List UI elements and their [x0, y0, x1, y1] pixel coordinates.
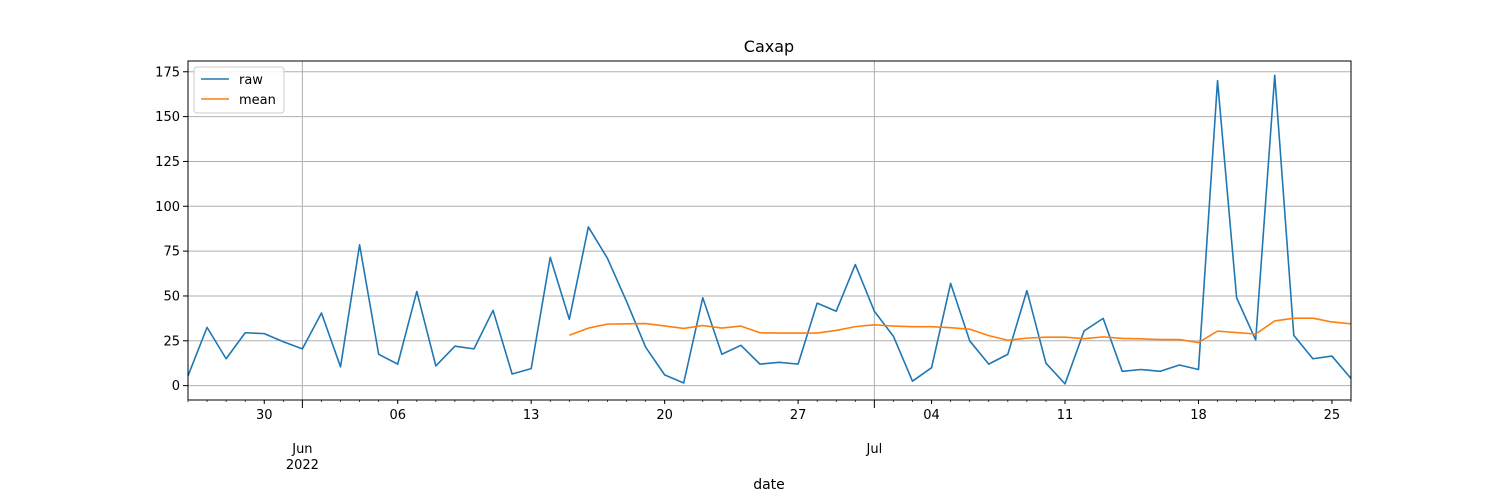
x-axis-label: date — [753, 477, 785, 493]
series-layer — [187, 74, 1352, 385]
x-tick-label: 18 — [1190, 408, 1207, 423]
plot-frame — [187, 60, 1352, 401]
y-tick-label: 25 — [163, 334, 180, 349]
y-tick-label: 0 — [172, 379, 180, 394]
x-tick-label: 20 — [656, 408, 673, 423]
y-tick-label: 50 — [163, 289, 180, 304]
x-tick-label: 25 — [1324, 408, 1341, 423]
series-line-raw — [187, 74, 1352, 385]
y-tick-label: 150 — [155, 110, 180, 125]
legend-label-raw: raw — [239, 73, 263, 88]
x-tick-label: 13 — [523, 408, 540, 423]
x-tick-label: 27 — [790, 408, 807, 423]
y-tick-label: 175 — [155, 65, 180, 80]
y-tick-label: 100 — [155, 200, 180, 215]
legend: raw mean — [193, 66, 285, 114]
legend-label-mean: mean — [239, 93, 276, 108]
y-axis: 0 25 50 75 100 125 150 175 — [155, 65, 188, 394]
x-tick-label: 04 — [923, 408, 940, 423]
grid-lines — [188, 61, 1351, 400]
chart-title: Сахар — [744, 37, 794, 56]
x-major-tick-label: Jul — [866, 442, 883, 457]
x-major-tick-label: Jun — [291, 442, 312, 457]
x-tick-label: 06 — [389, 408, 406, 423]
series-line-mean — [569, 317, 1352, 344]
y-tick-label: 125 — [155, 155, 180, 170]
y-tick-label: 75 — [163, 245, 180, 260]
x-tick-label: 30 — [256, 408, 273, 423]
x-tick-label: 11 — [1057, 408, 1074, 423]
x-major-tick-sublabel: 2022 — [286, 458, 319, 473]
